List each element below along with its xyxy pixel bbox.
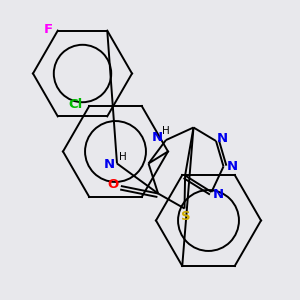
Text: F: F [44,22,53,36]
Text: N: N [104,158,115,172]
Text: S: S [181,210,191,224]
Text: H: H [162,126,170,136]
Text: Cl: Cl [69,98,83,111]
Text: N: N [227,160,238,173]
Text: N: N [212,188,224,201]
Text: N: N [217,132,228,145]
Text: H: H [118,152,126,162]
Text: N: N [152,131,163,144]
Text: O: O [108,178,119,191]
